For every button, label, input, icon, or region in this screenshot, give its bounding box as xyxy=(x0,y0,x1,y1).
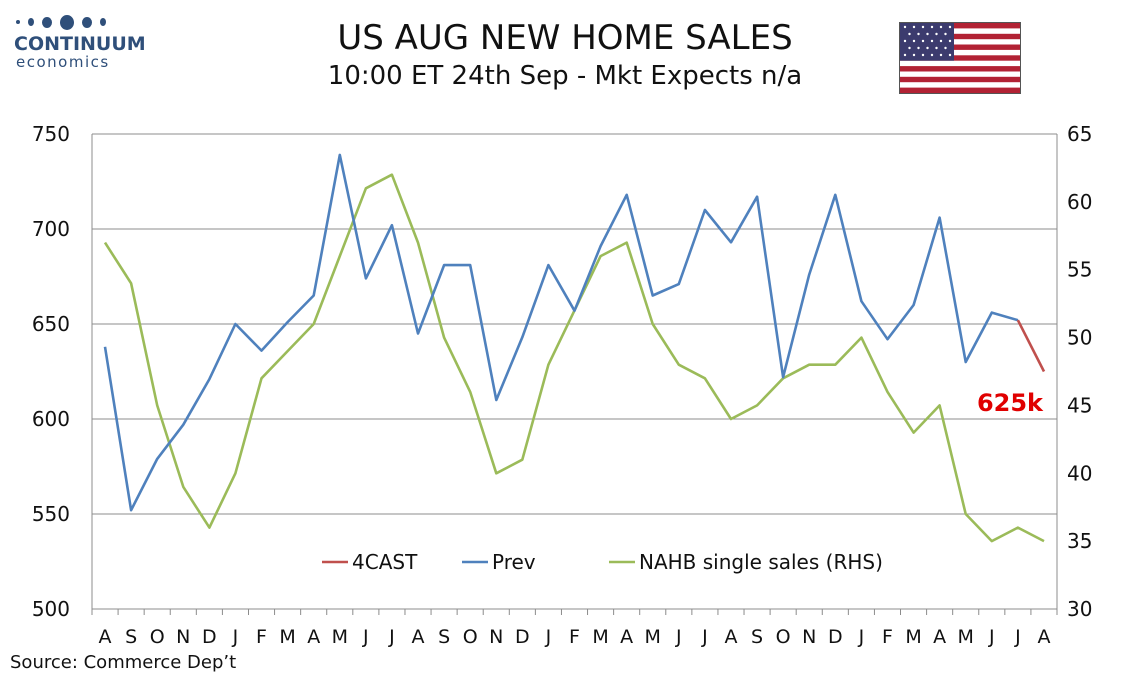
chart-subtitle: 10:00 ET 24th Sep - Mkt Expects n/a xyxy=(327,61,803,91)
x-tick-label: M xyxy=(332,626,348,648)
y-left-tick-label: 750 xyxy=(32,122,70,146)
x-tick-label: N xyxy=(802,626,816,648)
series-line-forecast xyxy=(1016,319,1046,373)
y-right-tick-label: 30 xyxy=(1067,597,1092,621)
x-tick-label: M xyxy=(905,626,921,648)
x-tick-label: M xyxy=(592,626,608,648)
x-tick-label: S xyxy=(751,626,763,648)
x-tick-label: J xyxy=(858,626,865,648)
x-tick-label: A xyxy=(724,626,737,648)
y-left-tick-label: 550 xyxy=(32,502,70,526)
y-right-tick-label: 50 xyxy=(1067,326,1092,350)
x-tick-label: A xyxy=(933,626,946,648)
x-tick-label: A xyxy=(99,626,112,648)
x-tick-label: J xyxy=(388,626,395,648)
y-left-tick-label: 650 xyxy=(32,312,70,336)
legend-label: NAHB single sales (RHS) xyxy=(639,550,883,574)
x-tick-label: F xyxy=(882,626,893,648)
y-left-tick-label: 700 xyxy=(32,217,70,241)
y-right-tick-label: 40 xyxy=(1067,461,1092,485)
y-right-tick-label: 65 xyxy=(1067,122,1092,146)
y-right-tick-label: 60 xyxy=(1067,190,1092,214)
x-tick-label: F xyxy=(256,626,267,648)
x-tick-label: J xyxy=(232,626,239,648)
x-tick-label: D xyxy=(828,626,843,648)
x-tick-label: O xyxy=(150,626,165,648)
x-tick-label: M xyxy=(958,626,974,648)
logo-name: CONTINUUM xyxy=(14,33,146,55)
x-tick-label: O xyxy=(776,626,791,648)
x-tick-label: S xyxy=(438,626,450,648)
legend-label: Prev xyxy=(492,550,536,574)
x-tick-label: F xyxy=(569,626,580,648)
x-tick-label: J xyxy=(1014,626,1021,648)
y-right-tick-label: 55 xyxy=(1067,258,1092,282)
x-tick-label: A xyxy=(1037,626,1050,648)
x-tick-label: J xyxy=(988,626,995,648)
x-tick-label: A xyxy=(620,626,633,648)
source-note: Source: Commerce Dep’t xyxy=(10,652,237,673)
chart-title: US AUG NEW HOME SALES xyxy=(337,18,793,58)
us-flag-icon xyxy=(899,22,1021,94)
forecast-value-annotation: 625k xyxy=(977,389,1044,417)
x-tick-label: J xyxy=(675,626,682,648)
y-right-tick-label: 45 xyxy=(1067,393,1092,417)
x-tick-label: A xyxy=(412,626,425,648)
x-tick-label: D xyxy=(515,626,530,648)
logo-dots xyxy=(16,14,144,30)
x-tick-label: S xyxy=(125,626,137,648)
y-left-tick-label: 600 xyxy=(32,407,70,431)
x-tick-label: J xyxy=(362,626,369,648)
x-tick-label: J xyxy=(545,626,552,648)
x-tick-label: M xyxy=(645,626,661,648)
logo: CONTINUUM economics xyxy=(14,14,146,71)
y-right-tick-label: 35 xyxy=(1067,529,1092,553)
x-tick-label: N xyxy=(489,626,503,648)
y-left-tick-label: 500 xyxy=(32,597,70,621)
legend-label: 4CAST xyxy=(352,550,418,574)
x-tick-label: N xyxy=(176,626,190,648)
series-line-nahb xyxy=(103,173,1045,543)
x-tick-label: D xyxy=(202,626,217,648)
x-tick-label: A xyxy=(307,626,320,648)
logo-subtitle: economics xyxy=(16,53,110,71)
x-tick-label: M xyxy=(279,626,295,648)
x-tick-label: O xyxy=(463,626,478,648)
x-tick-label: J xyxy=(701,626,708,648)
series-line-prev xyxy=(103,153,1019,512)
